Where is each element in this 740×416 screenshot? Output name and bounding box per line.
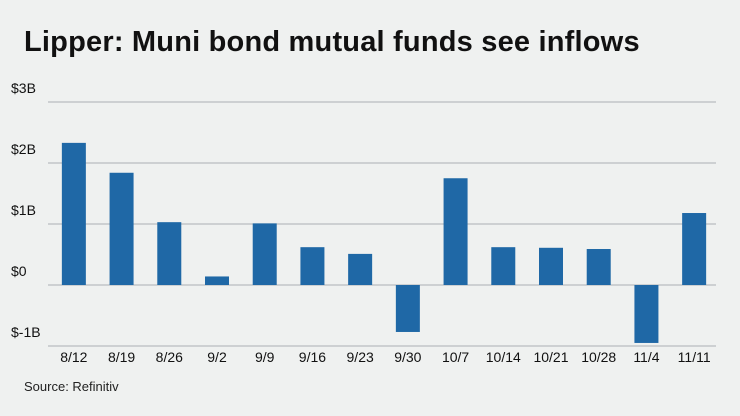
y-tick-label: $2B	[11, 141, 36, 157]
bar	[252, 223, 277, 285]
x-tick-label: 10/14	[486, 349, 521, 365]
bar	[586, 249, 611, 285]
bar	[109, 172, 134, 285]
x-tick-label: 11/4	[633, 349, 659, 365]
x-axis-ticks: 8/12 8/19 8/26 9/2 9/9 9/16 9/23 9/30 10/7 10/14 1…	[60, 349, 711, 365]
bar	[491, 247, 516, 285]
x-tick-label: 9/23	[347, 349, 374, 365]
bar	[300, 247, 325, 285]
x-tick-label: 8/19	[108, 349, 135, 365]
x-tick-label: 10/28	[581, 349, 616, 365]
x-tick-label: 9/30	[394, 349, 421, 365]
chart-title: Lipper: Muni bond mutual funds see inflo…	[24, 26, 640, 58]
bar	[157, 222, 182, 285]
x-tick-label: 8/12	[60, 349, 87, 365]
bar	[205, 276, 229, 285]
source-note: Source: Refinitiv	[24, 379, 119, 394]
bars	[61, 142, 707, 343]
x-tick-label: 9/9	[255, 349, 275, 365]
bar	[61, 142, 86, 285]
y-tick-label: $3B	[11, 80, 36, 96]
grid-lines	[48, 101, 716, 347]
bar	[443, 178, 468, 285]
bar	[634, 285, 659, 343]
x-tick-label: 9/16	[299, 349, 326, 365]
bar	[395, 285, 420, 332]
x-tick-label: 9/2	[207, 349, 227, 365]
x-tick-label: 10/21	[533, 349, 568, 365]
y-axis-ticks: $3B $2B $1B $0 $-1B	[11, 80, 41, 340]
bar	[539, 247, 563, 285]
y-tick-label: $1B	[11, 202, 36, 218]
y-tick-label: $-1B	[11, 324, 41, 340]
bar	[348, 253, 373, 285]
y-tick-label: $0	[11, 263, 27, 279]
bar	[682, 213, 707, 285]
x-tick-label: 8/26	[156, 349, 183, 365]
x-tick-label: 11/11	[678, 349, 711, 365]
x-tick-label: 10/7	[442, 349, 469, 365]
